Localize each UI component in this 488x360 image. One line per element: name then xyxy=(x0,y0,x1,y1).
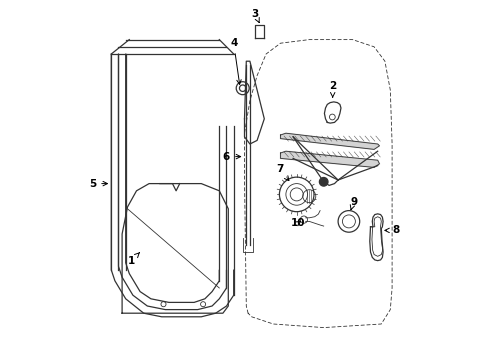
Polygon shape xyxy=(280,133,379,149)
Text: 1: 1 xyxy=(127,253,139,266)
Text: 5: 5 xyxy=(89,179,107,189)
Text: 7: 7 xyxy=(276,164,288,181)
Text: 10: 10 xyxy=(290,218,305,228)
Text: 3: 3 xyxy=(251,9,259,23)
Text: 4: 4 xyxy=(229,38,241,84)
Text: 9: 9 xyxy=(349,197,356,210)
Text: 6: 6 xyxy=(223,152,240,162)
Polygon shape xyxy=(280,151,379,167)
Text: 2: 2 xyxy=(328,81,336,97)
Text: 8: 8 xyxy=(384,225,399,235)
Circle shape xyxy=(319,177,327,186)
